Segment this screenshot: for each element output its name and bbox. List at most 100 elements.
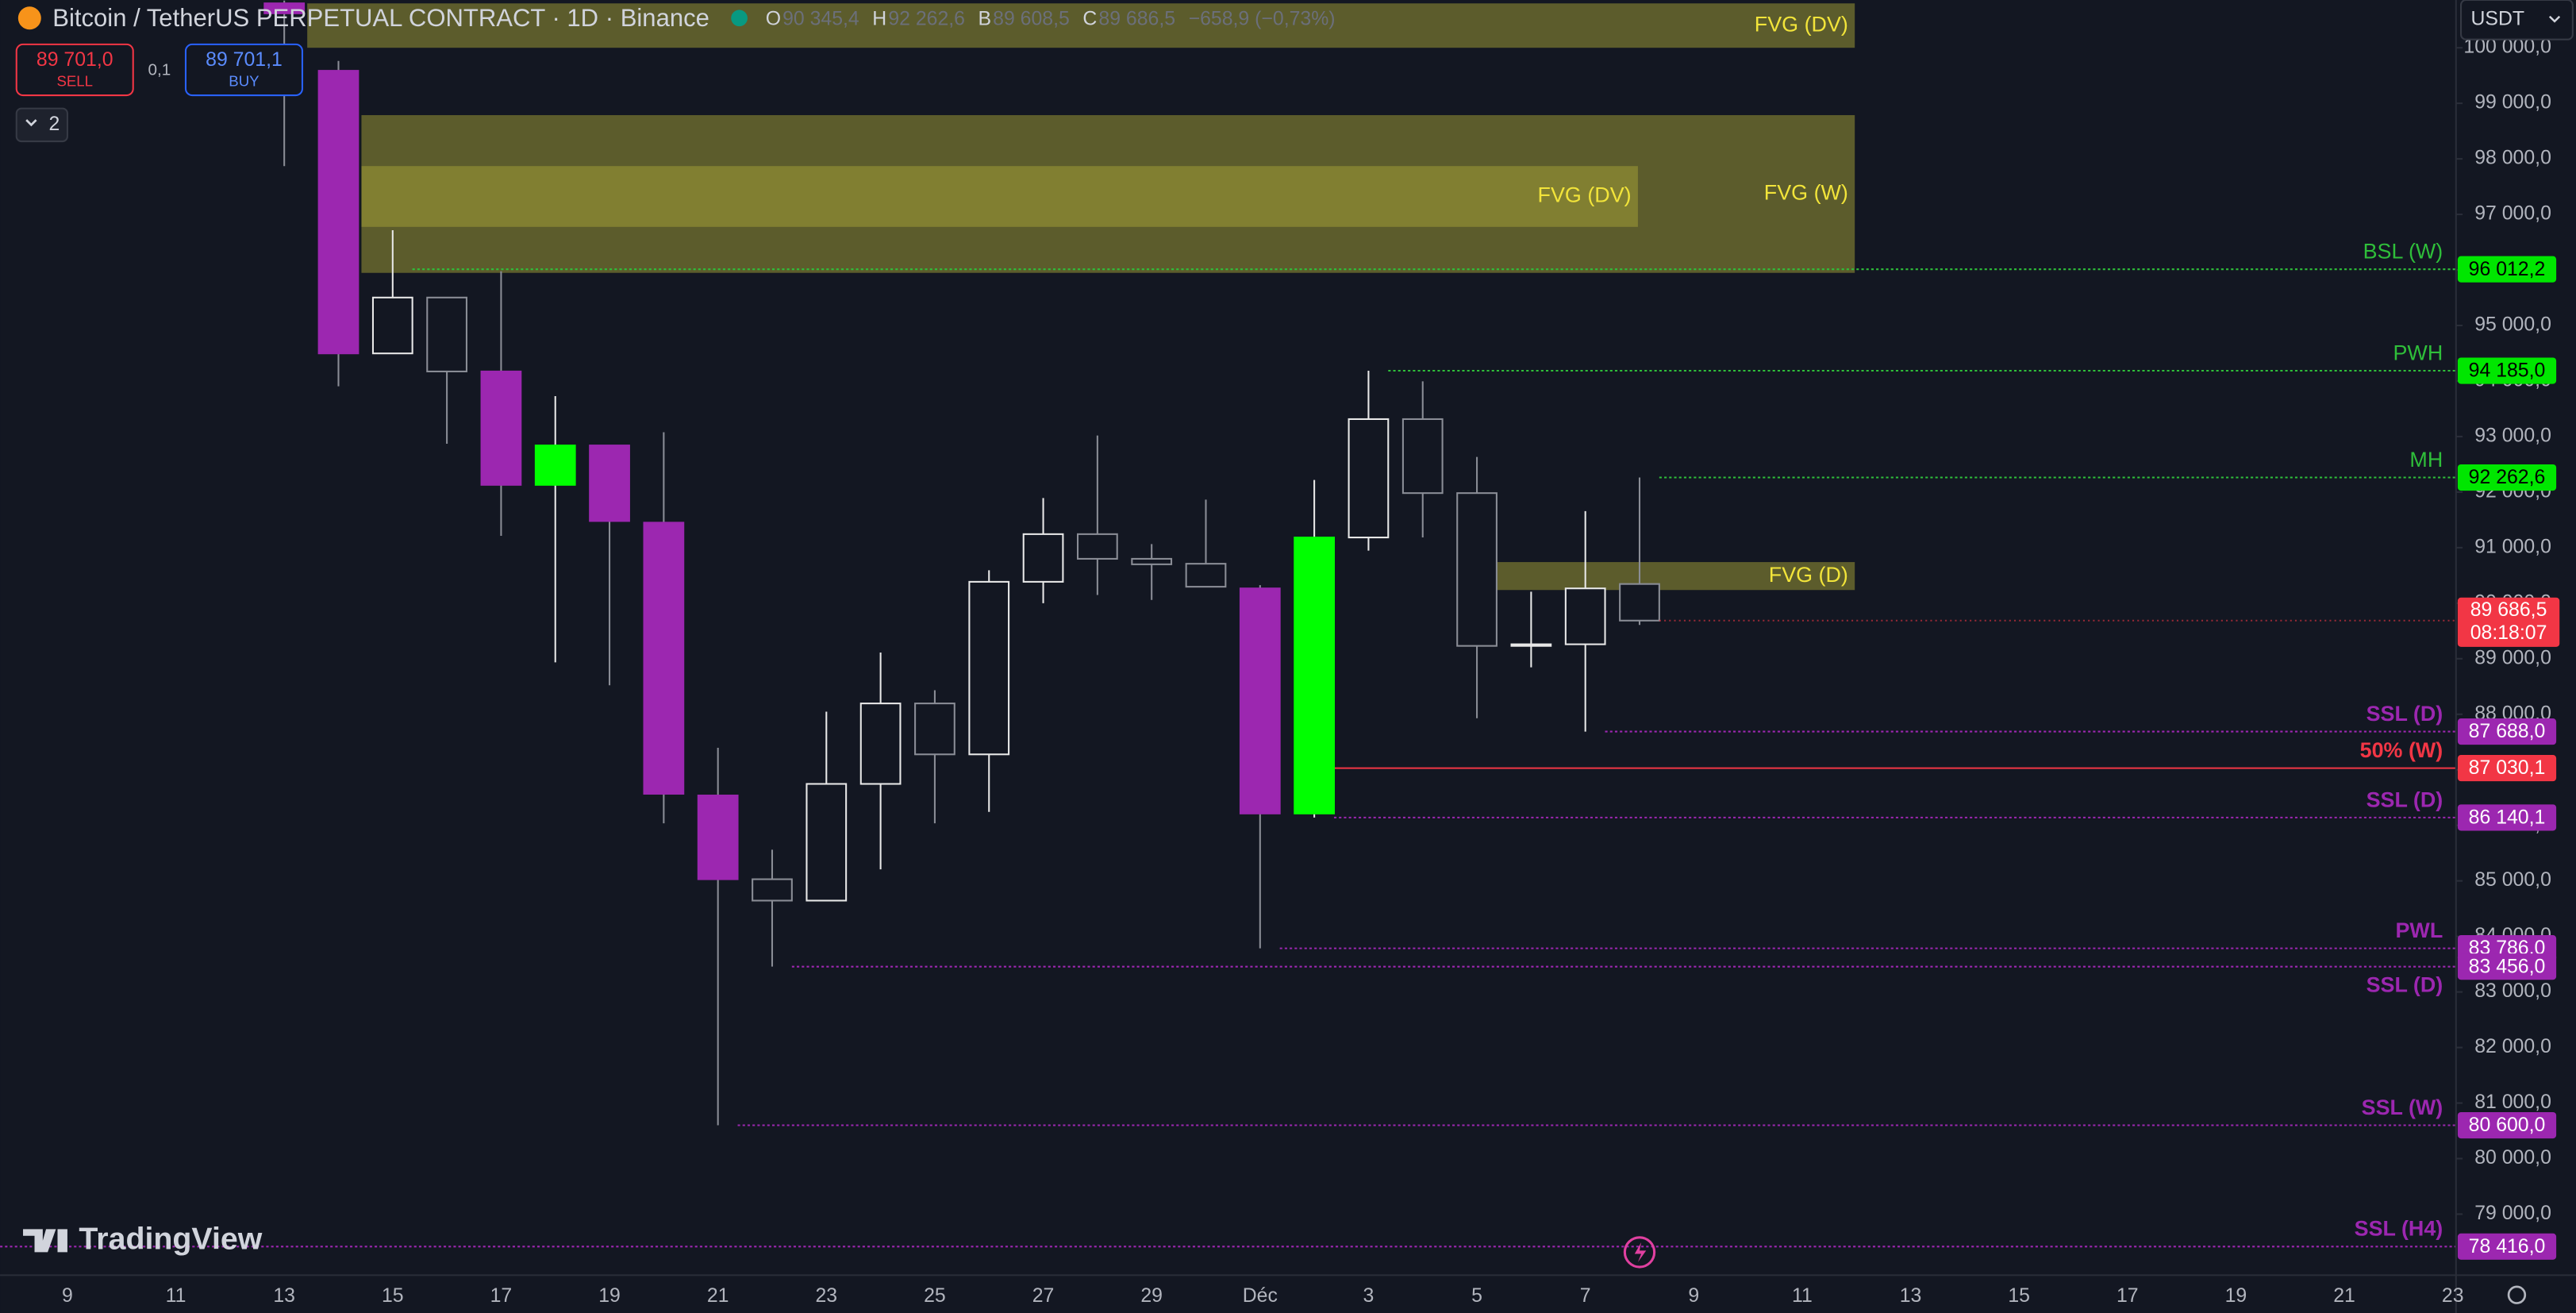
x-tick-label: 29 xyxy=(1140,1285,1163,1307)
candle-body xyxy=(1239,587,1281,814)
candle-body xyxy=(1510,643,1552,647)
candle-body xyxy=(426,296,467,372)
candle-body xyxy=(317,70,359,355)
x-tick-label: 27 xyxy=(1032,1285,1055,1307)
candle-body xyxy=(371,296,413,355)
x-tick-label: 5 xyxy=(1471,1285,1482,1307)
symbol-logo xyxy=(17,6,41,30)
x-tick-label: 11 xyxy=(1792,1285,1813,1307)
x-tick-label: 11 xyxy=(166,1285,186,1307)
x-tick-label: 21 xyxy=(2333,1285,2355,1307)
y-tick-label: 98 000,0 xyxy=(2474,148,2551,169)
candle-body xyxy=(805,783,848,902)
level-tag-label: 96 012,2 xyxy=(2469,259,2546,280)
change: −658,9 (−0,73%) xyxy=(1189,8,1336,29)
level-label: BSL (W) xyxy=(2363,240,2443,264)
candle-body xyxy=(643,522,685,795)
x-tick-label: 15 xyxy=(2008,1285,2030,1307)
brand-logo xyxy=(23,1229,67,1253)
level-tag-label: 83 456,0 xyxy=(2469,956,2546,977)
sell-label: SELL xyxy=(56,72,93,89)
y-tick-label: 80 000,0 xyxy=(2474,1147,2551,1169)
sell-button[interactable] xyxy=(15,43,134,97)
ohlc-key: O xyxy=(766,8,781,29)
level-label: SSL (W) xyxy=(2362,1095,2443,1119)
level-tag xyxy=(2457,718,2557,745)
y-tick-label: 93 000,0 xyxy=(2474,425,2551,446)
buy-label: BUY xyxy=(229,72,260,89)
candle-body xyxy=(1022,533,1064,583)
y-tick-label: 79 000,0 xyxy=(2474,1203,2551,1224)
x-tick-label: 9 xyxy=(62,1285,73,1307)
candle-body xyxy=(480,370,522,486)
candle-body xyxy=(859,703,902,785)
fvg-label: FVG (DV) xyxy=(1755,12,1848,36)
level-label: SSL (D) xyxy=(2366,702,2443,726)
indicators-toggle[interactable] xyxy=(15,107,68,143)
candles xyxy=(263,0,1660,1126)
fvg-label: FVG (D) xyxy=(1769,563,1848,587)
level-tag xyxy=(2457,953,2557,980)
brand: TradingView xyxy=(79,1221,262,1256)
x-tick-label: 17 xyxy=(490,1285,513,1307)
x-tick-label: Déc xyxy=(1243,1285,1278,1307)
level-tag xyxy=(2457,755,2557,782)
fvg-zone xyxy=(1478,562,1855,591)
fvg-label: FVG (W) xyxy=(1764,181,1848,205)
currency-button[interactable] xyxy=(2460,0,2574,40)
candle-body xyxy=(968,580,1010,756)
level-label: 50% (W) xyxy=(2360,738,2443,762)
y-tick-label: 85 000,0 xyxy=(2474,869,2551,891)
candle-body xyxy=(1076,533,1118,560)
candle-body xyxy=(1348,418,1390,539)
level-tag-label: 86 140,1 xyxy=(2469,807,2546,828)
candle-body xyxy=(589,445,630,522)
x-tick-label: 25 xyxy=(924,1285,946,1307)
y-tick-label: 91 000,0 xyxy=(2474,536,2551,557)
axes: 79 000,0 80 000,0 81 000,0 82 000,0 83 000,0… xyxy=(62,37,2551,1307)
y-tick-label: 89 000,0 xyxy=(2474,647,2551,668)
level-tag xyxy=(2457,804,2557,831)
x-tick-label: 13 xyxy=(1900,1285,1922,1307)
y-tick-label: 82 000,0 xyxy=(2474,1036,2551,1057)
settings-icon[interactable] xyxy=(2507,1285,2527,1304)
buy-button[interactable] xyxy=(184,43,303,97)
chevron-icon xyxy=(2548,15,2561,23)
x-tick-label: 23 xyxy=(815,1285,837,1307)
symbol-title[interactable]: Bitcoin / TetherUS PERPETUAL CONTRACT · … xyxy=(52,4,709,32)
candle-body xyxy=(1185,563,1227,588)
candle-body xyxy=(263,2,306,14)
y-tick-label: 97 000,0 xyxy=(2474,203,2551,225)
market-status xyxy=(731,10,748,27)
alert-icon[interactable] xyxy=(1623,1236,1656,1269)
chevron-icon xyxy=(25,119,37,127)
x-tick-label: 3 xyxy=(1363,1285,1375,1307)
candle-body xyxy=(1619,583,1660,622)
y-tick-label: 95 000,0 xyxy=(2474,314,2551,336)
candle-body xyxy=(697,795,739,880)
ohlc-key: C xyxy=(1082,8,1097,29)
sell-price: 89 701,0 xyxy=(37,49,113,71)
x-tick-label: 13 xyxy=(273,1285,295,1307)
last-price-label: 89 686,5 xyxy=(2470,599,2547,621)
level-label: PWH xyxy=(2393,341,2443,364)
ohlc-value: 90 345,4 xyxy=(782,8,859,29)
x-tick-label: 9 xyxy=(1688,1285,1699,1307)
fvg-zone xyxy=(307,3,1855,48)
fvg-label: FVG (DV) xyxy=(1538,183,1632,207)
candle-body xyxy=(1294,537,1335,814)
zones: FVG (DV) FVG (W) FVG (DV) FVG (D) xyxy=(307,3,1855,591)
level-tag xyxy=(2457,1111,2557,1139)
level-tag xyxy=(2457,256,2557,283)
fvg-zone xyxy=(361,166,1638,227)
currency: USDT xyxy=(2470,8,2524,29)
level-tag xyxy=(2457,1233,2557,1260)
level-label: PWL xyxy=(2395,918,2443,942)
x-tick-label: 15 xyxy=(382,1285,404,1307)
bolt xyxy=(1634,1242,1647,1262)
last-price-tag xyxy=(2457,597,2560,647)
candle-body xyxy=(1564,587,1606,645)
price-tags: 96 012,2 94 185,0 92 262,6 87 688,0 87 030,1… xyxy=(1659,256,2560,1260)
